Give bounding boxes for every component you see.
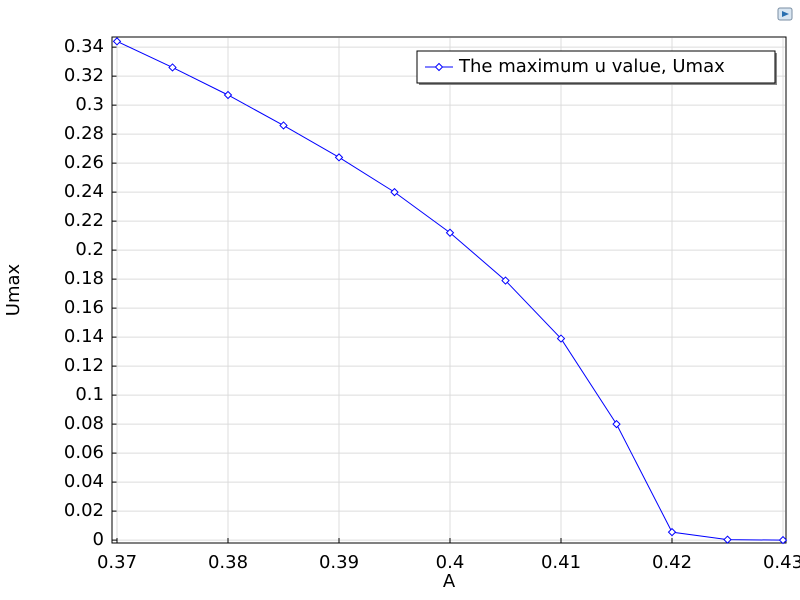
plot-frame: [111, 36, 787, 544]
data-marker: [112, 37, 122, 46]
y-tick-label: 0.22: [64, 210, 104, 231]
legend-marker: [434, 62, 444, 72]
data-marker: [390, 187, 399, 197]
y-tick-label: 0.28: [64, 123, 104, 144]
y-tick-label: 0.34: [64, 36, 104, 57]
x-tick-label: 0.42: [652, 552, 692, 573]
y-tick-label: 0.16: [64, 297, 104, 318]
y-tick-label: 0.02: [64, 500, 104, 521]
x-tick-label: 0.38: [208, 552, 248, 573]
y-tick-label: 0.04: [64, 471, 104, 492]
x-axis-label: A: [443, 571, 456, 592]
legend-label: The maximum u value, Umax: [458, 56, 725, 77]
y-tick-label: 0.3: [75, 94, 104, 115]
x-tick-label: 0.39: [319, 552, 359, 573]
data-marker: [612, 419, 621, 429]
x-tick-label: 0.43: [763, 552, 800, 573]
x-tick-label: 0.4: [436, 552, 465, 573]
y-tick-label: 0.1: [75, 384, 104, 405]
y-tick-label: 0.32: [64, 65, 104, 86]
x-tick-label: 0.37: [97, 552, 137, 573]
y-tick-label: 0.14: [64, 326, 104, 347]
y-tick-label: 0.24: [64, 181, 104, 202]
x-tick-label: 0.41: [541, 552, 581, 573]
toolbar-icon[interactable]: [777, 7, 793, 21]
y-tick-label: 0: [93, 529, 104, 550]
y-tick-label: 0.08: [64, 413, 104, 434]
data-marker: [445, 228, 455, 237]
data-marker: [223, 90, 233, 100]
y-tick-label: 0.06: [64, 442, 104, 463]
data-marker: [334, 153, 344, 162]
data-marker: [667, 527, 677, 537]
data-marker: [778, 535, 788, 545]
data-marker: [279, 121, 288, 130]
y-tick-label: 0.18: [64, 268, 104, 289]
legend-box: [416, 50, 776, 84]
data-marker: [501, 276, 510, 285]
data-marker: [168, 63, 177, 72]
y-tick-label: 0.2: [75, 239, 104, 260]
y-tick-label: 0.12: [64, 355, 104, 376]
data-marker: [723, 535, 732, 544]
y-tick-label: 0.26: [64, 152, 104, 173]
data-marker: [556, 334, 566, 343]
y-axis-label: Umax: [3, 263, 24, 316]
